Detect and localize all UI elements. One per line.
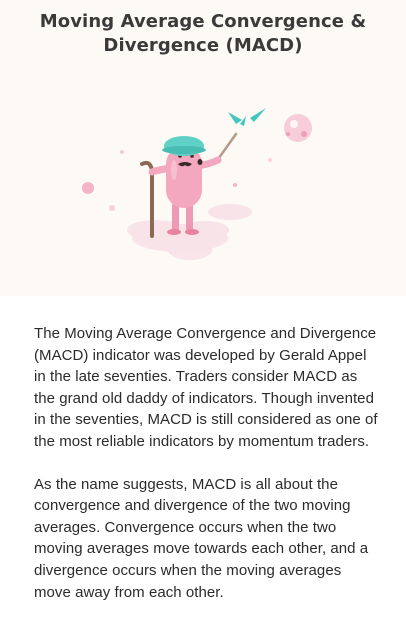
article-title: Moving Average Convergence & Divergence … (18, 10, 388, 58)
dot-icon (120, 150, 124, 154)
sparkle-icon (228, 108, 266, 126)
paragraph-intro: The Moving Average Convergence and Diver… (34, 323, 380, 453)
dot-icon (233, 183, 237, 187)
old-man-with-cane-illustration (70, 90, 340, 280)
article-body: The Moving Average Convergence and Diver… (34, 323, 380, 603)
dot-icon (109, 205, 115, 211)
hero-banner: Moving Average Convergence & Divergence … (0, 0, 406, 296)
paragraph-definition: As the name suggests, MACD is all about … (34, 474, 380, 604)
dot-icon (82, 182, 94, 194)
dot-icon (268, 158, 272, 162)
planet-icon (284, 114, 312, 142)
hat-icon (162, 136, 206, 156)
